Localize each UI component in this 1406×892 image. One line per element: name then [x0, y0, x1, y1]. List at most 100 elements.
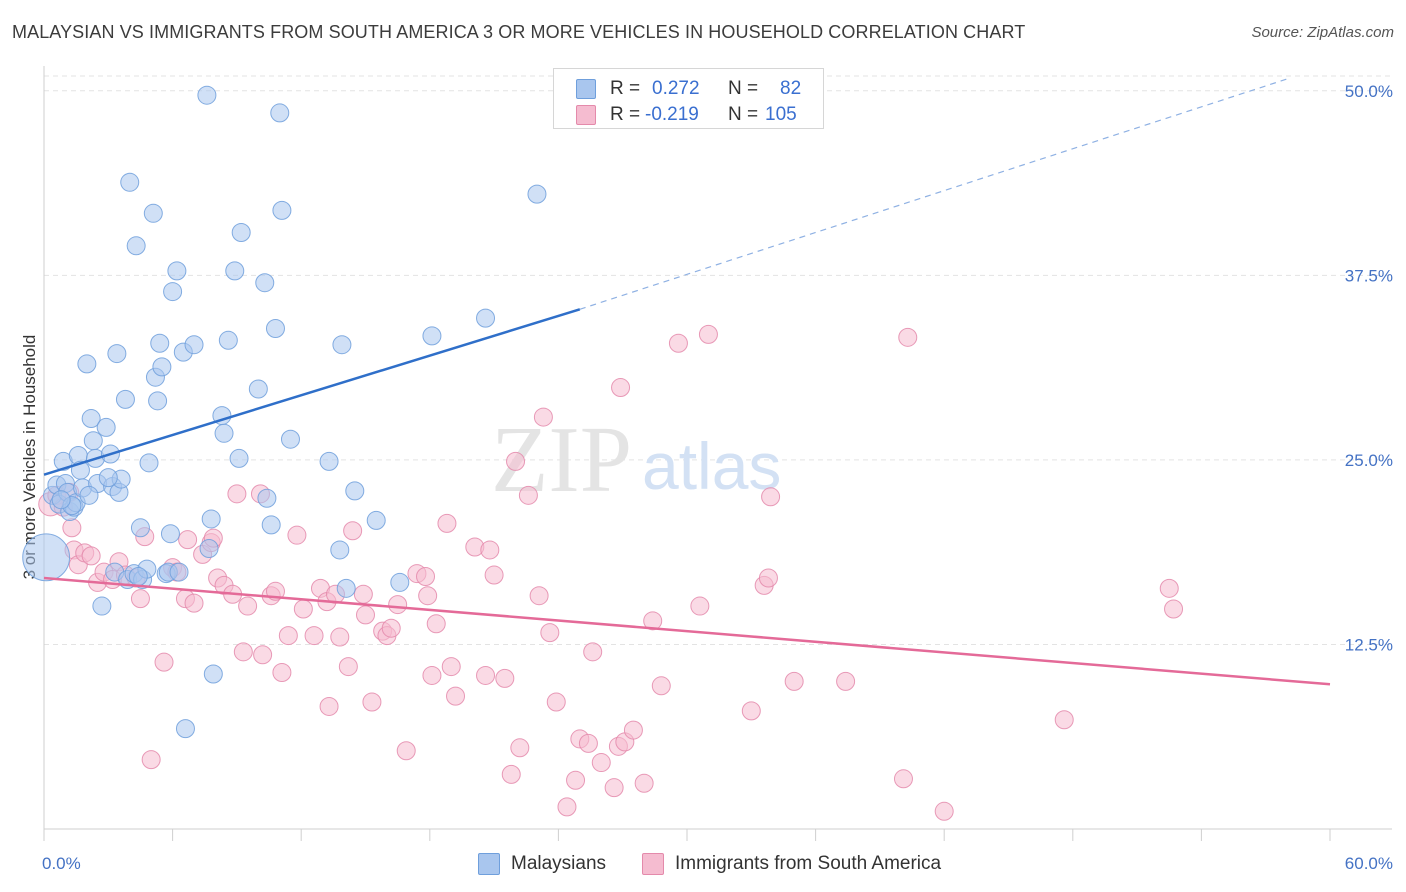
trend-lines	[43, 78, 1331, 686]
immigrant-point	[141, 750, 161, 770]
malaysian-point	[79, 485, 99, 505]
immigrant-point	[362, 692, 382, 712]
malaysian-point	[148, 391, 168, 411]
r-label: R =	[610, 78, 641, 99]
immigrant-point	[540, 623, 560, 643]
r-label: R =	[610, 104, 641, 125]
legend-label: Immigrants from South America	[675, 853, 942, 874]
malaysian-point	[175, 719, 195, 739]
malaysian-point	[257, 488, 277, 508]
malaysian-point	[218, 330, 238, 350]
immigrant-point	[130, 589, 150, 609]
malaysian-point	[92, 596, 112, 616]
immigrant-point	[591, 753, 611, 773]
malaysian-point	[261, 515, 281, 535]
immigrant-point	[426, 614, 446, 634]
malaysian-point	[248, 379, 268, 399]
immigrant-point	[758, 568, 778, 588]
malaysian-point	[203, 664, 223, 684]
immigrant-point	[446, 686, 466, 706]
immigrant-point	[698, 324, 718, 344]
malaysian-point	[197, 85, 217, 105]
immigrant-point	[356, 605, 375, 625]
immigrant-point	[396, 741, 416, 761]
n-label: N =	[728, 78, 759, 99]
malaysian-point	[167, 261, 187, 281]
source-credit: Source: ZipAtlas.com	[1251, 24, 1394, 41]
malaysian-point	[225, 261, 245, 281]
immigrant-point	[1054, 710, 1074, 730]
malaysian-point	[83, 431, 103, 451]
immigrant-point	[893, 769, 913, 789]
immigrant-point	[898, 327, 918, 347]
immigrant-point	[238, 596, 258, 616]
malaysian-point	[201, 509, 221, 529]
immigrant-point	[583, 642, 603, 662]
immigrant-point	[437, 513, 457, 533]
x-tick-label: 0.0%	[42, 854, 81, 873]
malaysian-point	[422, 326, 442, 346]
malaysian-point	[270, 103, 290, 123]
n-label: N =	[728, 104, 759, 125]
immigrant-point	[690, 596, 710, 616]
x-tick-label: 60.0%	[1345, 854, 1393, 873]
malaysian-point	[160, 524, 180, 544]
r-value: 0.272	[652, 78, 700, 99]
immigrant-point	[668, 333, 688, 353]
immigrant-point	[338, 657, 358, 677]
immigrant-point	[253, 645, 273, 665]
malaysian-point	[265, 318, 285, 338]
immigrant-point	[784, 671, 804, 691]
pink-series-points	[38, 324, 1184, 821]
immigrant-point	[506, 451, 526, 471]
immigrant-point	[611, 378, 631, 398]
legend-label: Malaysians	[511, 853, 607, 874]
y-tick-label: 50.0%	[1345, 82, 1393, 101]
immigrant-point	[480, 540, 500, 560]
malaysian-point	[527, 184, 547, 204]
malaysian-point	[184, 335, 204, 355]
malaysian-point	[476, 308, 496, 328]
immigrant-point	[529, 586, 549, 606]
immigrant-point	[741, 701, 761, 721]
malaysian-point	[169, 562, 189, 582]
malaysian-point	[77, 354, 97, 374]
malaysian-point	[229, 448, 249, 468]
malaysian-point	[120, 172, 140, 192]
malaysian-point	[107, 344, 127, 364]
malaysian-point	[152, 357, 172, 377]
malaysian-point	[130, 518, 150, 538]
immigrant-point	[476, 665, 496, 685]
immigrant-point	[533, 407, 553, 427]
malaysian-point	[214, 423, 234, 443]
malaysian-point	[280, 429, 300, 449]
immigrant-point	[422, 665, 442, 685]
malaysian-point	[139, 453, 159, 473]
malaysian-point	[115, 389, 135, 409]
immigrant-point	[557, 797, 577, 817]
correlation-legend: R = 0.272 N = 82 R = -0.219 N = 105	[553, 68, 824, 129]
malaysian-point	[272, 200, 292, 220]
r-value: -0.219	[645, 104, 699, 125]
immigrant-point	[566, 770, 586, 790]
malaysian-point	[330, 540, 350, 560]
malaysian-point	[332, 335, 352, 355]
immigrant-point	[154, 652, 174, 672]
blue-swatch	[576, 79, 596, 99]
immigrant-point	[643, 611, 663, 631]
immigrant-point	[343, 521, 363, 541]
malaysian-point	[150, 333, 170, 353]
y-tick-label: 12.5%	[1345, 635, 1393, 654]
blue-swatch	[478, 853, 500, 875]
malaysian-point	[128, 567, 148, 587]
immigrant-point	[1159, 578, 1179, 598]
malaysian-trend-extension	[579, 78, 1288, 310]
immigrant-trend-line	[43, 576, 1331, 686]
malaysian-point	[22, 533, 71, 582]
immigrant-point	[388, 595, 408, 615]
immigrant-point	[319, 696, 339, 716]
immigrant-point	[518, 485, 538, 505]
n-value: 82	[780, 78, 802, 99]
malaysian-point	[163, 282, 183, 302]
